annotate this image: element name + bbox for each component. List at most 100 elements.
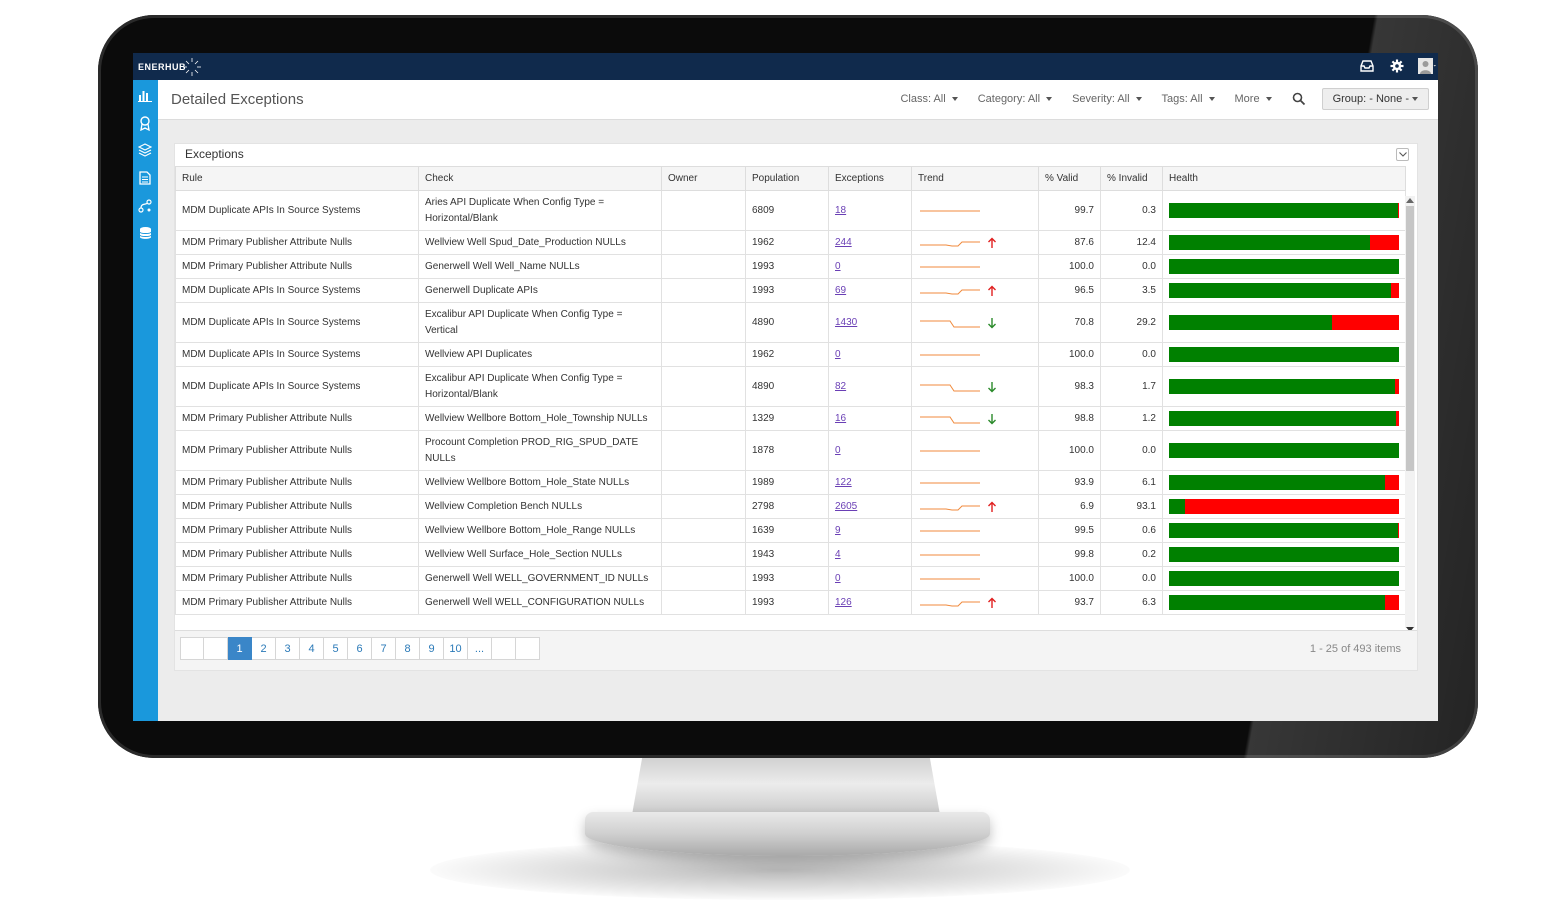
rule-cell: MDM Duplicate APIs In Source Systems <box>175 366 419 407</box>
table-row[interactable]: MDM Primary Publisher Attribute Nulls Gen… <box>175 590 1406 615</box>
rule-cell: MDM Primary Publisher Attribute Nulls <box>175 494 419 519</box>
owner-cell <box>661 470 746 495</box>
page-button[interactable]: 10 <box>444 637 468 660</box>
column-header-check[interactable]: Check <box>418 166 662 191</box>
category-filter[interactable]: Category: All <box>978 93 1053 105</box>
column-header-health[interactable]: Health <box>1162 166 1406 191</box>
check-cell: Procount Completion PROD_RIG_SPUD_DATE N… <box>418 430 662 471</box>
table-row[interactable]: MDM Primary Publisher Attribute Nulls Pro… <box>175 430 1406 471</box>
page-button[interactable]: 2 <box>252 637 276 660</box>
prev-page-button[interactable] <box>204 637 228 660</box>
document-icon[interactable] <box>137 170 153 186</box>
table-row[interactable]: MDM Primary Publisher Attribute Nulls Wel… <box>175 470 1406 495</box>
rule-cell: MDM Primary Publisher Attribute Nulls <box>175 254 419 279</box>
column-header-population[interactable]: Population <box>745 166 829 191</box>
last-page-button[interactable] <box>516 637 540 660</box>
health-bar <box>1169 259 1399 274</box>
table-row[interactable]: MDM Primary Publisher Attribute Nulls Gen… <box>175 254 1406 279</box>
check-cell: Generwell Duplicate APIs <box>418 278 662 303</box>
health-bar-valid-fill <box>1169 595 1385 610</box>
exceptions-link[interactable]: 126 <box>835 596 852 608</box>
class-filter[interactable]: Class: All <box>900 93 958 105</box>
exceptions-link[interactable]: 0 <box>835 260 841 272</box>
check-cell: Wellview Wellbore Bottom_Hole_Range NULL… <box>418 518 662 543</box>
table-row[interactable]: MDM Duplicate APIs In Source Systems Gene… <box>175 278 1406 303</box>
table-row[interactable]: MDM Primary Publisher Attribute Nulls Wel… <box>175 230 1406 255</box>
inbox-icon[interactable] <box>1358 57 1376 75</box>
invalid-percent-cell: 0.0 <box>1100 342 1163 367</box>
enerhub-logo[interactable]: ENER HUB <box>138 57 202 77</box>
exceptions-link[interactable]: 0 <box>835 444 841 456</box>
table-row[interactable]: MDM Primary Publisher Attribute Nulls Wel… <box>175 406 1406 431</box>
trend-cell <box>911 302 1039 343</box>
scroll-down-icon[interactable] <box>1406 627 1414 632</box>
page-button[interactable]: 6 <box>348 637 372 660</box>
page-button[interactable]: 9 <box>420 637 444 660</box>
page-button[interactable]: 5 <box>324 637 348 660</box>
exceptions-link[interactable]: 16 <box>835 412 847 424</box>
next-page-button[interactable] <box>492 637 516 660</box>
health-bar-valid-fill <box>1169 315 1332 330</box>
table-row[interactable]: MDM Primary Publisher Attribute Nulls Wel… <box>175 494 1406 519</box>
layers-icon[interactable] <box>137 142 153 158</box>
exceptions-link[interactable]: 18 <box>835 204 847 216</box>
table-row[interactable]: MDM Duplicate APIs In Source Systems Well… <box>175 342 1406 367</box>
table-row[interactable]: MDM Primary Publisher Attribute Nulls Wel… <box>175 518 1406 543</box>
tags-filter[interactable]: Tags: All <box>1162 93 1215 105</box>
more-filter[interactable]: More <box>1235 93 1272 105</box>
severity-filter[interactable]: Severity: All <box>1072 93 1142 105</box>
vertical-scrollbar[interactable] <box>1405 196 1415 632</box>
exceptions-link[interactable]: 9 <box>835 524 841 536</box>
bar-chart-icon[interactable] <box>137 87 153 103</box>
exceptions-link[interactable]: 69 <box>835 284 847 296</box>
valid-percent-cell: 100.0 <box>1038 566 1101 591</box>
exceptions-link[interactable]: 0 <box>835 572 841 584</box>
table-row[interactable]: MDM Primary Publisher Attribute Nulls Wel… <box>175 542 1406 567</box>
exceptions-link[interactable]: 0 <box>835 348 841 360</box>
column-header-rule[interactable]: Rule <box>175 166 419 191</box>
invalid-percent-cell: 0.0 <box>1100 430 1163 471</box>
award-icon[interactable] <box>137 115 153 131</box>
user-avatar-icon[interactable] <box>1418 57 1436 75</box>
table-row[interactable]: MDM Duplicate APIs In Source Systems Arie… <box>175 190 1406 231</box>
gear-icon[interactable] <box>1388 57 1406 75</box>
collapse-button[interactable] <box>1396 148 1409 161</box>
exceptions-link[interactable]: 244 <box>835 236 852 248</box>
trend-line <box>920 416 980 423</box>
group-dropdown[interactable]: Group: - None - <box>1321 88 1429 110</box>
owner-cell <box>661 590 746 615</box>
owner-cell <box>661 302 746 343</box>
health-bar-valid-fill <box>1169 235 1371 250</box>
exceptions-cell: 4 <box>828 542 912 567</box>
scrollbar-thumb[interactable] <box>1406 206 1414 471</box>
flow-icon[interactable] <box>137 198 153 214</box>
owner-cell <box>661 278 746 303</box>
invalid-percent-cell: 6.1 <box>1100 470 1163 495</box>
page-button[interactable]: 4 <box>300 637 324 660</box>
scroll-up-icon[interactable] <box>1406 198 1414 203</box>
exceptions-link[interactable]: 1430 <box>835 316 858 328</box>
exceptions-link[interactable]: 82 <box>835 380 847 392</box>
page-button[interactable]: 1 <box>228 637 252 660</box>
column-header-invalid[interactable]: % Invalid <box>1100 166 1163 191</box>
page-button[interactable]: 8 <box>396 637 420 660</box>
column-header-exceptions[interactable]: Exceptions <box>828 166 912 191</box>
page-button[interactable]: ... <box>468 637 492 660</box>
search-icon[interactable] <box>1292 92 1306 106</box>
page-button[interactable]: 7 <box>372 637 396 660</box>
exceptions-link[interactable]: 4 <box>835 548 841 560</box>
trend-sparkline <box>920 210 980 211</box>
table-row[interactable]: MDM Duplicate APIs In Source Systems Exca… <box>175 366 1406 407</box>
table-row[interactable]: MDM Primary Publisher Attribute Nulls Gen… <box>175 566 1406 591</box>
first-page-button[interactable] <box>180 637 204 660</box>
column-header-owner[interactable]: Owner <box>661 166 746 191</box>
table-row[interactable]: MDM Duplicate APIs In Source Systems Exca… <box>175 302 1406 343</box>
page-button[interactable]: 3 <box>276 637 300 660</box>
exceptions-link[interactable]: 2605 <box>835 500 858 512</box>
invalid-percent-cell: 0.6 <box>1100 518 1163 543</box>
column-header-valid[interactable]: % Valid <box>1038 166 1101 191</box>
exceptions-link[interactable]: 122 <box>835 476 852 488</box>
database-icon[interactable] <box>137 225 153 241</box>
column-header-trend[interactable]: Trend <box>911 166 1039 191</box>
check-cell: Wellview Wellbore Bottom_Hole_State NULL… <box>418 470 662 495</box>
